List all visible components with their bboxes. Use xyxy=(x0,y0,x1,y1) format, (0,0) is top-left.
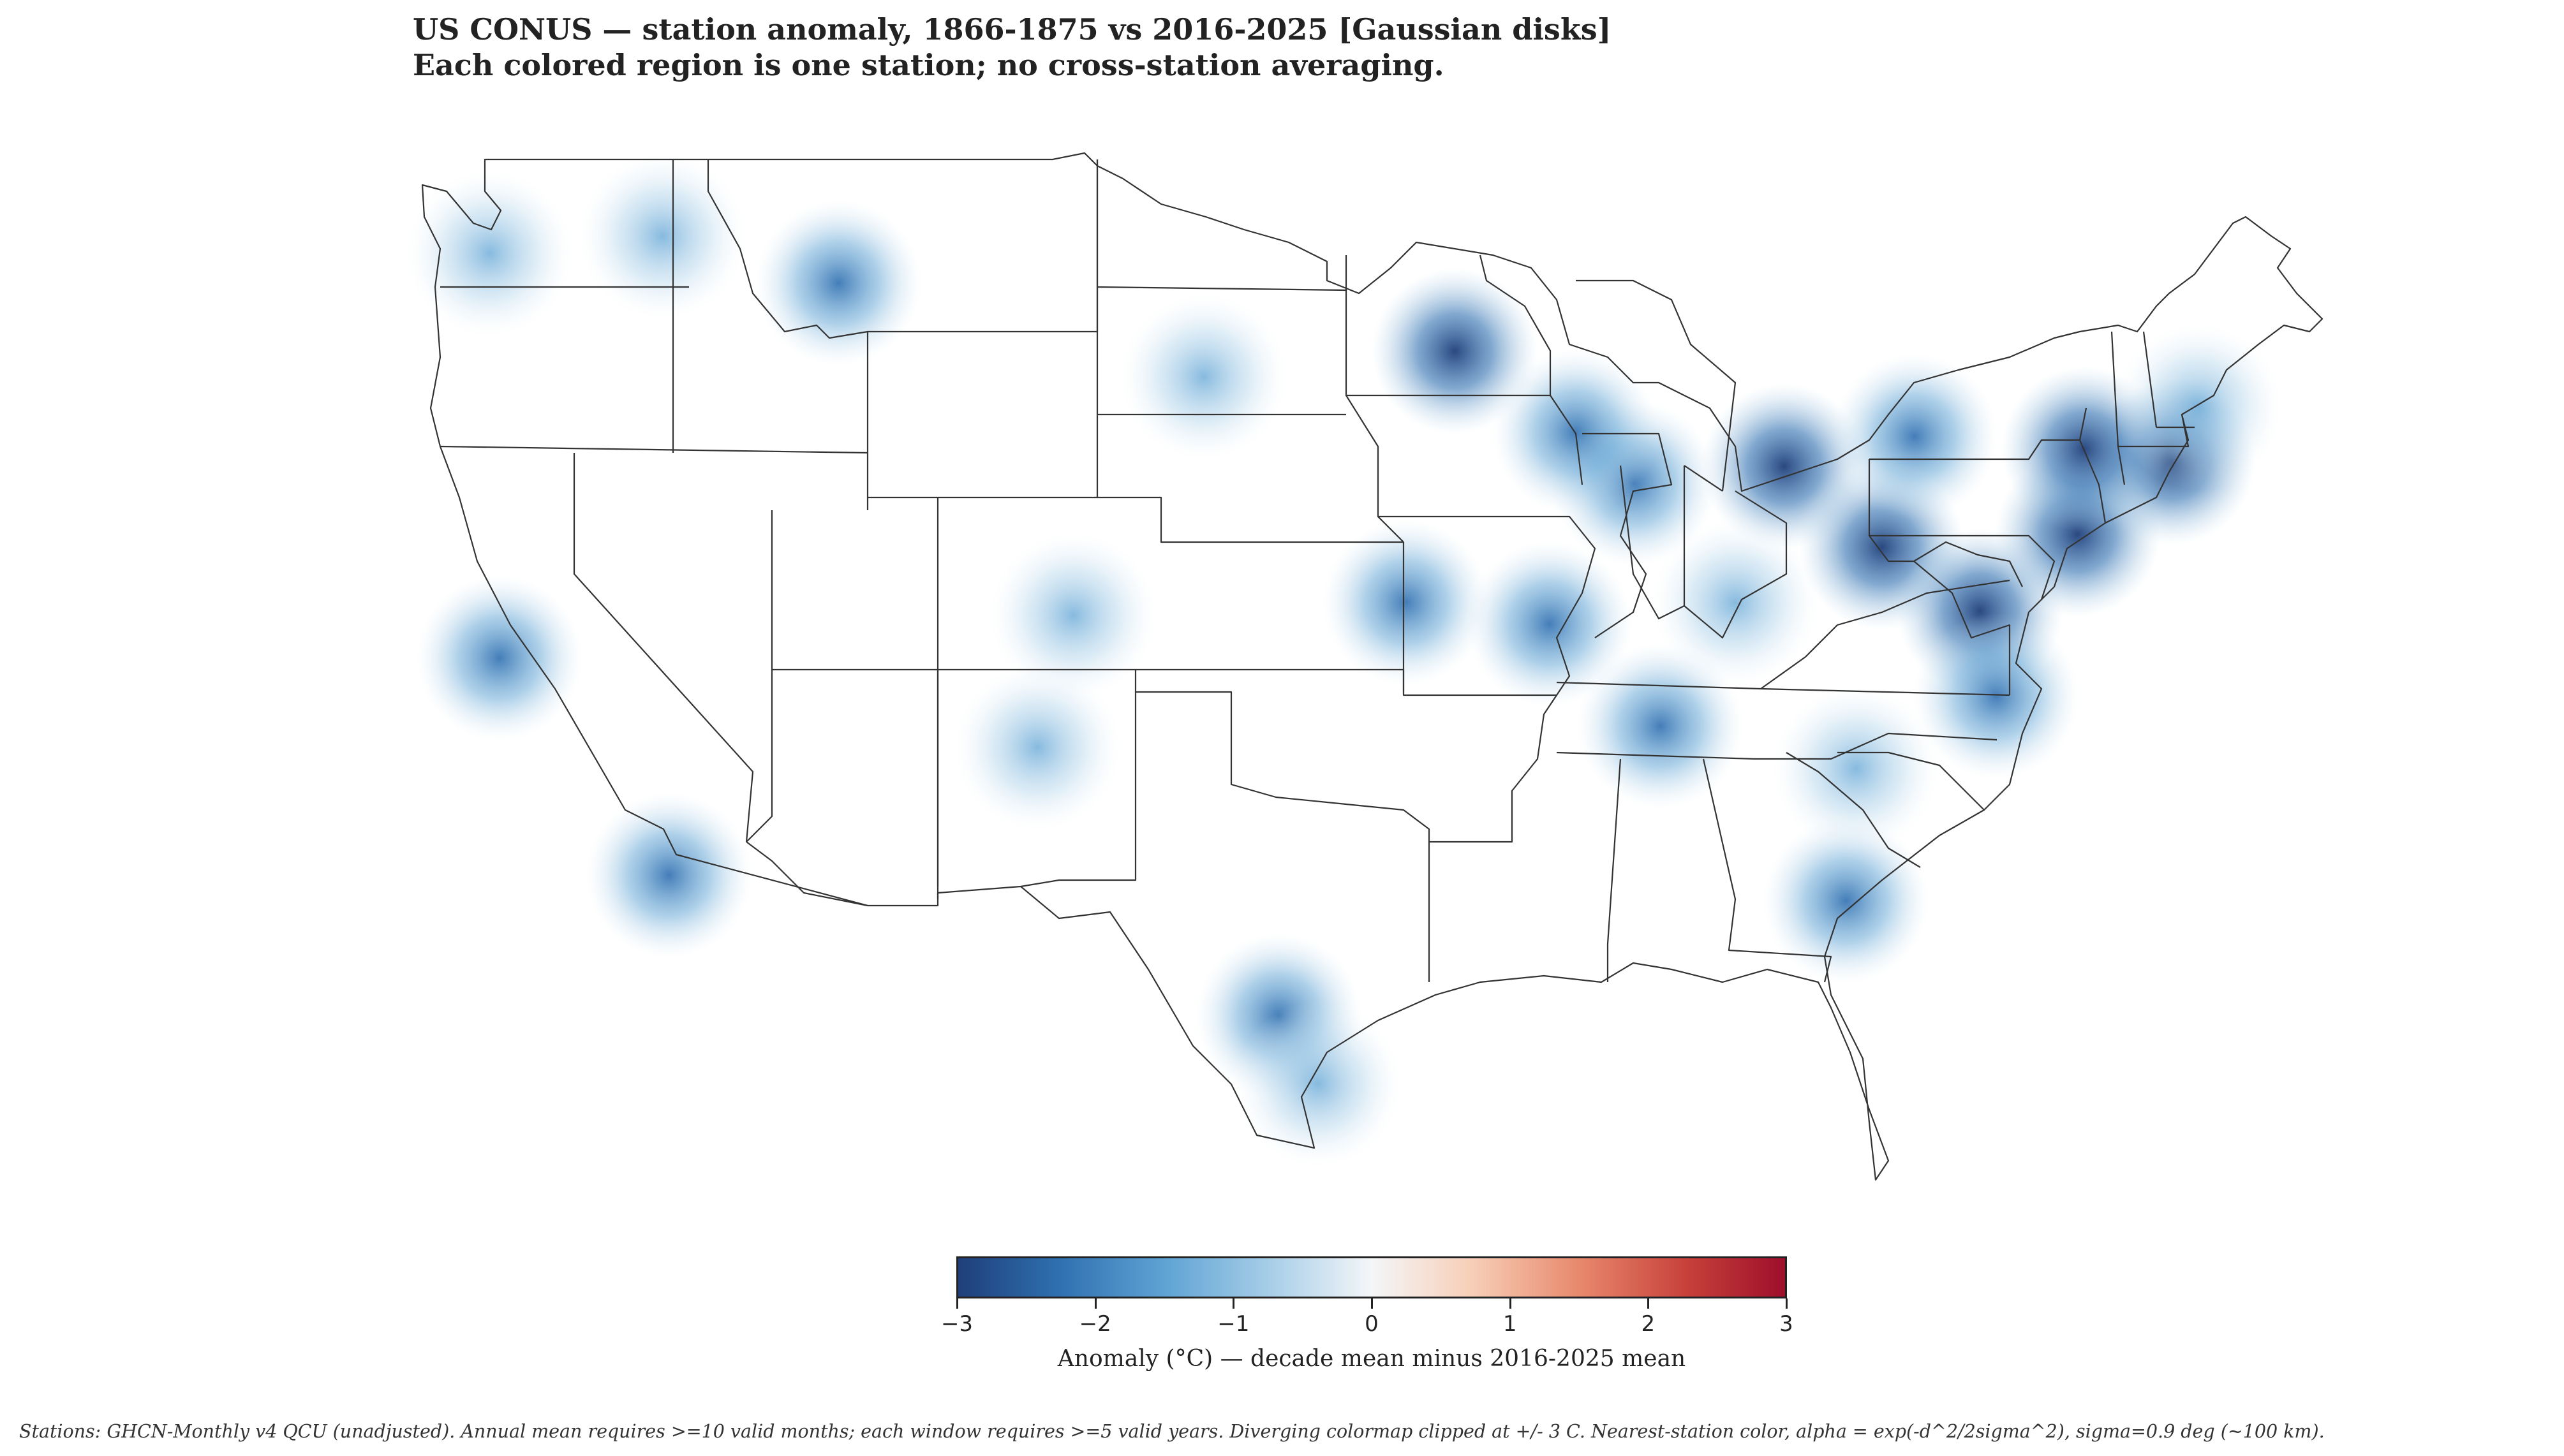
state-line xyxy=(1346,394,1583,485)
state-line xyxy=(1760,579,2010,689)
state-line xyxy=(1096,415,1404,543)
title-line-1: US CONUS — station anomaly, 1866-1875 vs… xyxy=(413,12,1612,47)
state-line xyxy=(707,159,869,510)
colorbar-tick-label: −2 xyxy=(1079,1311,1111,1337)
map-title: US CONUS — station anomaly, 1866-1875 vs… xyxy=(413,11,1611,83)
colorbar-label: Anomaly (°C) — decade mean minus 2016-20… xyxy=(1057,1346,1686,1372)
state-line xyxy=(1096,159,1347,291)
station-disk xyxy=(1234,1001,1401,1167)
state-line xyxy=(1606,758,1622,982)
colorbar-tick-label: −1 xyxy=(1217,1311,1250,1337)
state-line xyxy=(1402,542,1558,843)
colorbar-tick-label: 3 xyxy=(1779,1311,1793,1337)
conus-outline xyxy=(421,152,2323,1181)
state-line xyxy=(1556,732,1997,760)
colorbar-tick xyxy=(1647,1298,1650,1309)
station-disk xyxy=(1120,293,1287,460)
station-disk xyxy=(1832,353,1998,520)
colorbar-tick-label: 1 xyxy=(1502,1311,1517,1337)
station-disk xyxy=(416,575,582,741)
state-line xyxy=(938,668,1137,888)
station-disk xyxy=(1763,818,1929,984)
state-line xyxy=(1576,279,1737,492)
state-line xyxy=(1479,254,1552,395)
state-line xyxy=(2142,331,2158,428)
colorbar xyxy=(956,1256,1787,1298)
colorbar-tick-label: 2 xyxy=(1641,1311,1656,1337)
state-line xyxy=(1345,290,1404,543)
state-line xyxy=(2118,414,2190,448)
station-disk xyxy=(990,532,1157,698)
state-line xyxy=(1786,752,1921,868)
state-line xyxy=(746,841,868,907)
state-line xyxy=(771,497,939,671)
state-line xyxy=(573,453,754,842)
station-disk xyxy=(586,792,752,959)
colorbar-tick xyxy=(1509,1298,1511,1309)
state-line xyxy=(1913,561,2011,695)
state-line xyxy=(1683,466,1788,639)
state-line xyxy=(1684,465,1723,492)
state-line xyxy=(440,445,868,454)
colorbar-tick xyxy=(1786,1298,1788,1309)
title-line-2: Each colored region is one station; no c… xyxy=(413,48,1444,82)
colorbar-tick xyxy=(956,1298,958,1309)
colorbar-tick xyxy=(1371,1298,1373,1309)
state-line xyxy=(1702,758,1832,983)
state-line xyxy=(1378,515,1596,696)
state-line xyxy=(1136,691,1430,842)
station-disk xyxy=(1577,643,1744,809)
state-line xyxy=(1619,465,1685,620)
station-disk xyxy=(2115,323,2281,490)
state-line xyxy=(1869,534,2056,600)
station-disk xyxy=(755,200,922,366)
footnote: Stations: GHCN-Monthly v4 QCU (unadjuste… xyxy=(19,1421,2325,1442)
station-disk xyxy=(1652,519,1818,686)
state-line xyxy=(1868,459,2023,587)
state-line xyxy=(2079,439,2107,524)
state-line xyxy=(1582,432,1673,638)
colorbar-tick-label: −3 xyxy=(940,1311,974,1337)
station-disk-layer xyxy=(406,153,2281,1167)
state-boundaries xyxy=(421,152,2323,1181)
station-disk xyxy=(1466,541,1633,707)
station-disk xyxy=(1913,613,2079,779)
colorbar-tick-label: 0 xyxy=(1365,1311,1379,1337)
station-disk xyxy=(1323,519,1489,686)
state-line xyxy=(1869,408,2087,460)
station-disk xyxy=(1773,686,1939,852)
station-disk xyxy=(406,170,573,336)
colorbar-tick xyxy=(1094,1298,1097,1309)
station-disk xyxy=(1372,268,1538,434)
state-line xyxy=(1837,751,1985,811)
station-disk xyxy=(954,664,1121,830)
state-line xyxy=(746,670,773,842)
station-disk xyxy=(579,153,746,320)
colorbar-tick xyxy=(1233,1298,1235,1309)
